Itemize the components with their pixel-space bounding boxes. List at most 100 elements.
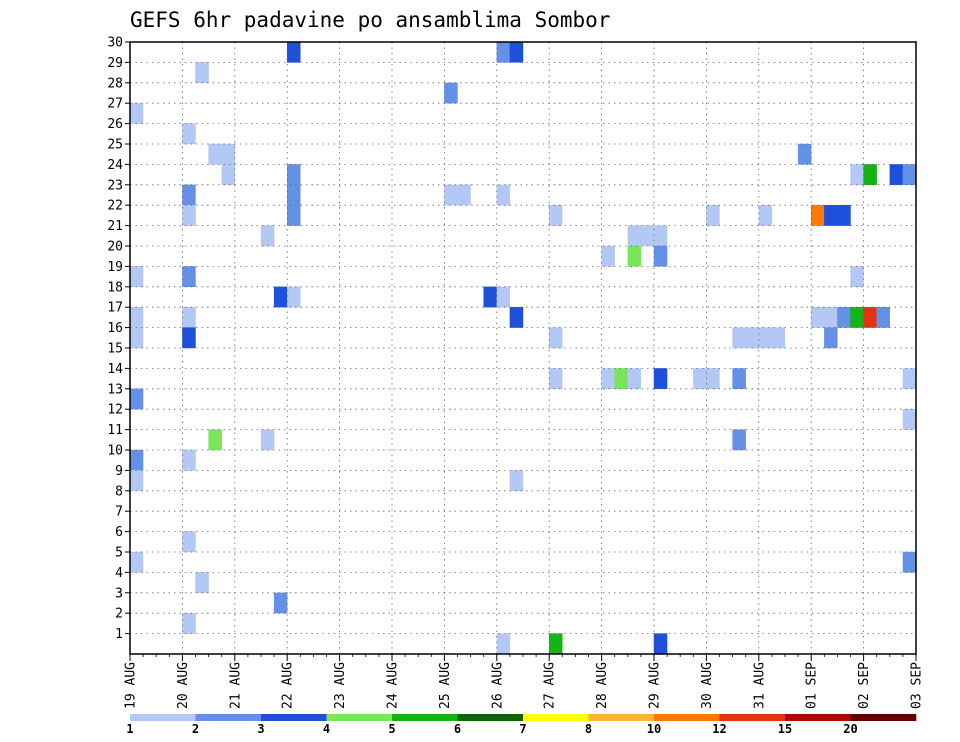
- heatmap-cell: [902, 368, 917, 389]
- x-tick-label: 19 AUG: [124, 662, 139, 709]
- heatmap-cell: [889, 164, 904, 185]
- colorbar-label: 15: [778, 722, 792, 736]
- y-tick-label: 1: [115, 627, 123, 642]
- x-tick-label: 23 AUG: [333, 662, 348, 709]
- heatmap-cell: [876, 307, 890, 328]
- heatmap-cell: [444, 82, 458, 104]
- heatmap-cell: [549, 327, 563, 349]
- colorbar-segment: [785, 714, 851, 721]
- colorbar-label: 20: [843, 722, 857, 736]
- x-tick-label: 27 AUG: [543, 662, 558, 709]
- heatmap-cell: [653, 633, 668, 655]
- heatmap-cell: [837, 205, 851, 226]
- heatmap-cell: [182, 123, 196, 145]
- heatmap-cells: [129, 41, 917, 655]
- heatmap-cell: [771, 327, 786, 349]
- y-tick-label: 10: [107, 444, 123, 459]
- y-tick-label: 27: [107, 97, 123, 112]
- heatmap-cell: [273, 286, 288, 308]
- heatmap-cell: [129, 551, 144, 573]
- heatmap-cell: [811, 205, 825, 226]
- heatmap-cell: [129, 307, 144, 328]
- y-tick-label: 20: [107, 240, 123, 255]
- heatmap-cell: [824, 205, 838, 226]
- y-tick-label: 14: [107, 362, 123, 377]
- y-tick-label: 8: [115, 484, 123, 499]
- colorbar-label: 10: [647, 722, 661, 736]
- heatmap-cell: [850, 266, 864, 287]
- x-tick-label: 29 AUG: [648, 662, 663, 709]
- x-tick-label: 24 AUG: [386, 662, 401, 709]
- heatmap-cell: [627, 245, 642, 267]
- colorbar-label: 12: [712, 722, 726, 736]
- heatmap-cell: [902, 164, 917, 185]
- y-tick-label: 28: [107, 76, 123, 91]
- y-tick-label: 24: [107, 158, 123, 173]
- colorbar-label: 3: [257, 722, 264, 736]
- colorbar-segment: [392, 714, 458, 721]
- x-tick-label: 25 AUG: [438, 662, 453, 709]
- x-tick-label: 28 AUG: [595, 662, 610, 709]
- heatmap-cell: [182, 613, 196, 634]
- heatmap-cell: [182, 531, 196, 553]
- heatmap-cell: [732, 327, 746, 349]
- colorbar-label: 1: [126, 722, 133, 736]
- x-tick-label: 31 AUG: [752, 662, 767, 709]
- y-tick-label: 4: [115, 566, 123, 581]
- x-tick-label: 20 AUG: [176, 662, 191, 709]
- y-tick-label: 11: [107, 423, 123, 438]
- heatmap-cell: [653, 368, 668, 389]
- heatmap-cell: [260, 429, 275, 451]
- colorbar-label: 2: [192, 722, 199, 736]
- y-tick-label: 2: [115, 607, 123, 622]
- y-tick-label: 12: [107, 403, 123, 418]
- heatmap-cell: [863, 164, 877, 185]
- heatmap-cell: [758, 327, 773, 349]
- heatmap-cell: [129, 266, 144, 287]
- y-tick-label: 5: [115, 546, 123, 561]
- heatmap-cell: [457, 184, 471, 206]
- y-tick-label: 22: [107, 199, 123, 214]
- heatmap-cell: [706, 205, 720, 226]
- heatmap-cell: [182, 184, 196, 206]
- heatmap-cell: [287, 205, 301, 226]
- heatmap-cell: [182, 449, 196, 471]
- heatmap-cell: [129, 449, 144, 471]
- heatmap-cell: [483, 286, 497, 308]
- heatmap-cell: [549, 633, 563, 655]
- heatmap-cell: [129, 327, 144, 349]
- y-tick-label: 25: [107, 138, 123, 153]
- colorbar-segment: [261, 714, 327, 721]
- heatmap-cell: [509, 470, 524, 491]
- heatmap-cell: [627, 368, 642, 389]
- heatmap-cell: [129, 103, 144, 124]
- heatmap-cell: [509, 307, 524, 328]
- plot-frame: [129, 41, 917, 655]
- heatmap-cell: [732, 429, 746, 451]
- heatmap-cell: [208, 429, 222, 451]
- y-tick-label: 19: [107, 260, 123, 275]
- x-tick-label: 01 SEP: [805, 662, 820, 709]
- heatmap-cell: [195, 62, 209, 83]
- colorbar-segment: [654, 714, 720, 721]
- heatmap-cell: [195, 572, 209, 593]
- colorbar-segment: [326, 714, 393, 721]
- heatmap-cell: [549, 368, 563, 389]
- heatmap-cell: [509, 41, 524, 63]
- heatmap-cell: [208, 143, 222, 165]
- heatmap-cell: [601, 245, 615, 267]
- chart-title: GEFS 6hr padavine po ansamblima Sombor: [130, 8, 610, 32]
- heatmap-cell: [758, 205, 773, 226]
- y-tick-label: 26: [107, 117, 123, 132]
- y-tick-label: 6: [115, 525, 123, 540]
- heatmap-cell: [863, 307, 877, 328]
- colorbar-segment: [457, 714, 524, 721]
- colorbar-segment: [850, 714, 917, 721]
- colorbar-segment: [130, 714, 196, 721]
- x-tick-label: 02 SEP: [857, 662, 872, 709]
- colorbar-legend: 1 2 3 4 5 6 7 8 10 12 15 20: [126, 714, 917, 736]
- colorbar-label: 7: [519, 722, 526, 736]
- heatmap-cell: [706, 368, 720, 389]
- heatmap-cell: [902, 409, 917, 430]
- heatmap-cell: [640, 225, 655, 247]
